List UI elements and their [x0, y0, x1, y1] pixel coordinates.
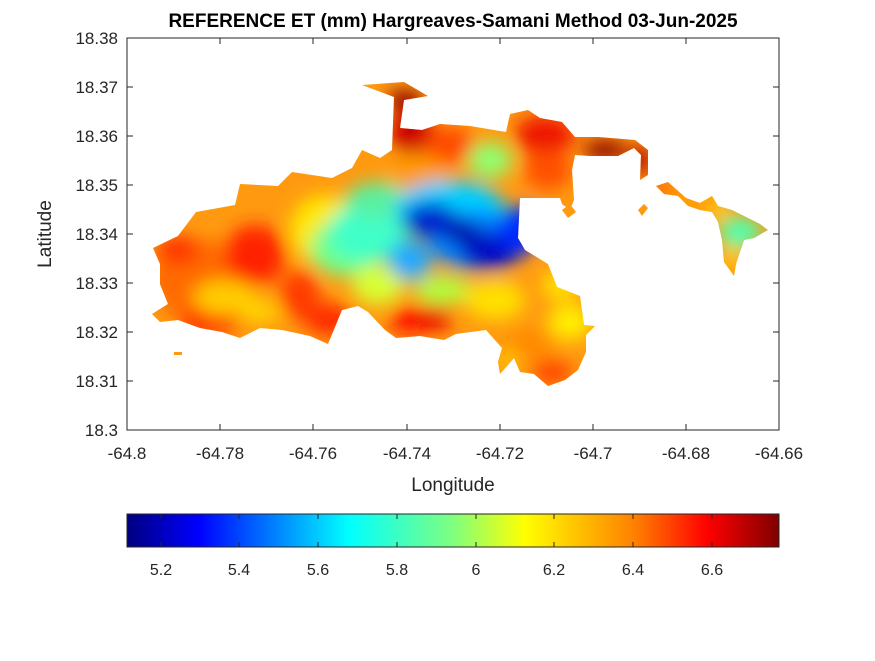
y-tick-label: 18.35	[75, 176, 118, 195]
x-tick-label: -64.66	[755, 444, 803, 463]
map-title: REFERENCE ET (mm) Hargreaves-Samani Meth…	[168, 11, 738, 32]
colorbar-tick-label: 6	[472, 562, 481, 579]
colorbar-tick-label: 5.8	[386, 562, 408, 579]
y-tick-label: 18.34	[75, 225, 118, 244]
colorbar-ticks	[160, 514, 713, 547]
x-tick-label: -64.72	[476, 444, 524, 463]
colorbar-tick-label: 6.2	[543, 562, 565, 579]
x-tick-label: -64.74	[383, 444, 431, 463]
x-tick-label: -64.76	[289, 444, 337, 463]
y-axis	[127, 37, 779, 431]
colorbar-tick-label: 5.4	[228, 562, 250, 579]
colorbar-tick-label: 5.6	[307, 562, 329, 579]
x-tick-label: -64.78	[196, 444, 244, 463]
x-tick-label: -64.68	[662, 444, 710, 463]
colorbar-tick-label: 6.6	[701, 562, 723, 579]
y-tick-label: 18.36	[75, 127, 118, 146]
x-tick-label: -64.8	[108, 444, 147, 463]
y-tick-label: 18.3	[85, 421, 118, 440]
colorbar-tick-label: 6.4	[622, 562, 644, 579]
y-axis-label: Latitude	[35, 200, 56, 268]
x-tick-label: -64.7	[574, 444, 613, 463]
y-tick-label: 18.31	[75, 372, 118, 391]
colorbar-tick-label: 5.2	[150, 562, 172, 579]
x-axis-label: Longitude	[411, 475, 494, 496]
x-axis	[126, 38, 780, 430]
y-tick-label: 18.38	[75, 29, 118, 48]
y-tick-label: 18.37	[75, 78, 118, 97]
y-tick-label: 18.33	[75, 274, 118, 293]
colorbar	[126, 513, 780, 548]
y-tick-label: 18.32	[75, 323, 118, 342]
